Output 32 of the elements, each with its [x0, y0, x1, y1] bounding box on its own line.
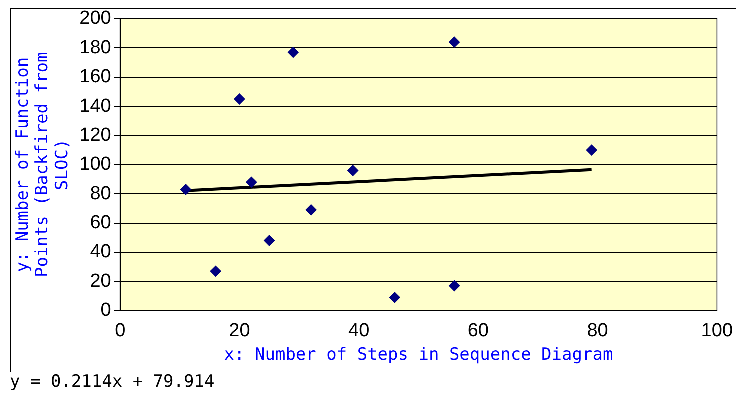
y-tick-label: 60 — [90, 212, 112, 234]
x-tick-label: 0 — [115, 320, 126, 342]
point — [306, 204, 317, 216]
point — [449, 36, 460, 48]
x-tick-label: 60 — [468, 320, 489, 342]
y-tick-label: 180 — [80, 37, 112, 58]
point — [180, 184, 192, 196]
point — [348, 165, 359, 176]
y-tick-label: 80 — [90, 183, 112, 204]
x-tick-label: 100 — [701, 320, 733, 342]
point — [449, 280, 460, 292]
y-tick-label: 0 — [100, 300, 112, 322]
y-axis-title: y: Number of Function Points (Backfired from SLOC) — [13, 52, 72, 278]
point — [288, 47, 299, 58]
text: y = 0.2114x + 79.914 — [10, 372, 215, 392]
point — [246, 176, 258, 188]
x-axis-title: x: Number of Steps in Sequence Diagram — [224, 345, 614, 366]
y-tick-label: 40 — [90, 242, 112, 263]
point — [389, 292, 400, 304]
y-tick-label: 200 — [80, 8, 112, 30]
y-tick-label: 160 — [80, 66, 112, 88]
point — [264, 235, 276, 246]
y-tick-label: 140 — [80, 96, 112, 117]
y-tick-label: 100 — [80, 154, 112, 176]
y-tick-label: 120 — [80, 124, 112, 146]
x-tick-label: 80 — [587, 320, 608, 342]
point — [586, 144, 598, 156]
x-tick-label: 20 — [229, 320, 250, 342]
point — [210, 266, 222, 277]
point — [234, 94, 246, 105]
y-tick-label: 20 — [90, 270, 112, 292]
x-tick-label: 40 — [348, 320, 370, 342]
